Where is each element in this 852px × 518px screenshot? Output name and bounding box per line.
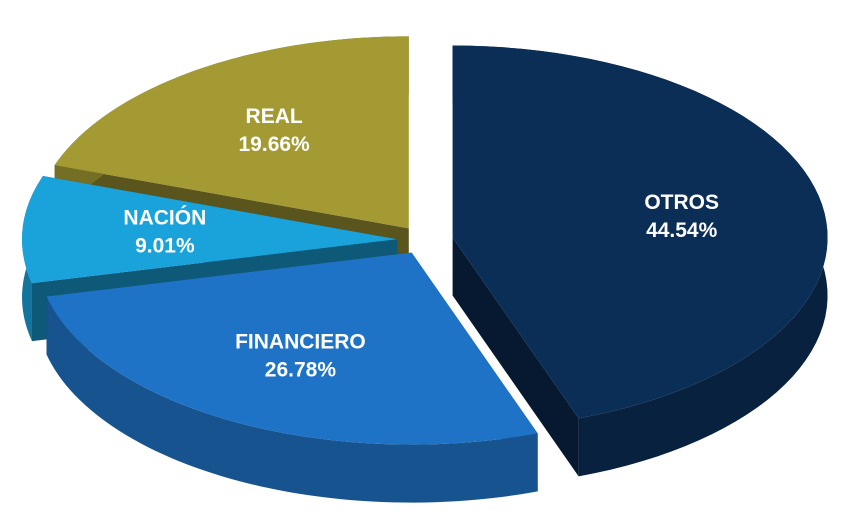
- slice-value-label: 44.54%: [646, 219, 718, 242]
- slice: [22, 176, 398, 284]
- slice-value-label: 19.66%: [239, 133, 311, 156]
- slice-category: REAL: [246, 105, 303, 128]
- slice-value-label: 26.78%: [265, 359, 337, 382]
- slice: [46, 252, 538, 445]
- slice: [452, 45, 828, 419]
- slice-category: NACIÓN: [123, 206, 206, 230]
- slice-category: FINANCIERO: [235, 331, 366, 354]
- slice-value-label: 9.01%: [135, 235, 195, 258]
- slice-category: OTROS: [644, 191, 719, 214]
- slice-side: [46, 296, 538, 503]
- slice: [54, 36, 409, 229]
- slice-wall: [452, 237, 579, 477]
